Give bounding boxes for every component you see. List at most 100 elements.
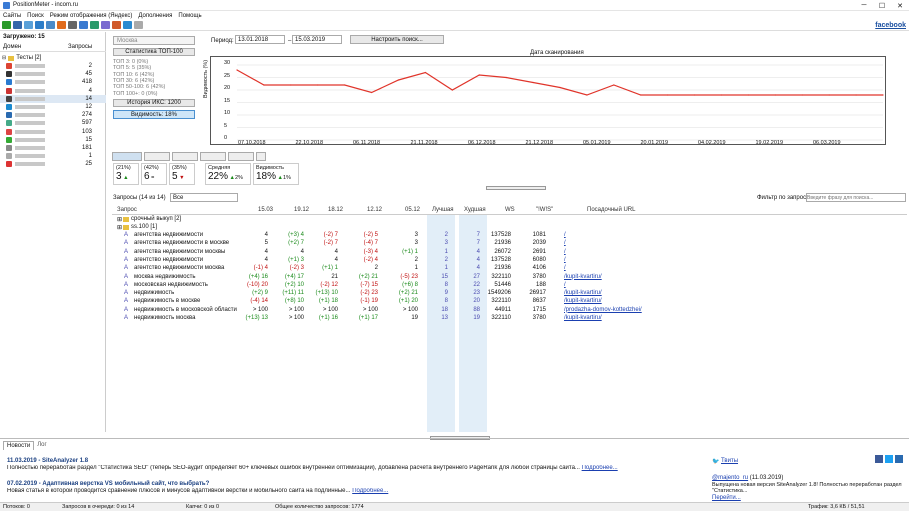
facebook-link[interactable]: facebook (875, 22, 906, 29)
pause-icon[interactable] (68, 21, 77, 29)
landing-url-link[interactable]: / (564, 240, 566, 247)
refresh-icon[interactable] (46, 21, 55, 29)
group-row[interactable]: ⊞ ss.100 [1] (112, 224, 907, 232)
menu-sites[interactable]: Сайты (3, 12, 22, 19)
landing-url-link[interactable]: / (564, 232, 566, 238)
tab-log[interactable]: Лог (37, 442, 47, 448)
domain-row[interactable]: 25 (0, 160, 106, 168)
search-engine-select[interactable]: Москва (113, 36, 195, 45)
tweets-link[interactable]: Твиты (721, 458, 739, 464)
setup-search-button[interactable]: Настроить поиск... (350, 35, 444, 44)
chart-scrollbar[interactable] (486, 186, 546, 190)
menu-view-mode[interactable]: Режим отображения (Яндекс) (49, 12, 133, 19)
facebook-icon[interactable] (875, 455, 883, 463)
tweet-more-link[interactable]: Перейти... (712, 495, 741, 501)
domain-row[interactable]: 1 (0, 152, 106, 160)
tweet-user[interactable]: @majento_ru (712, 475, 749, 481)
grid-header[interactable]: 19.12 (294, 207, 310, 213)
landing-url-link[interactable]: / (564, 281, 566, 288)
scan-icon[interactable] (35, 21, 44, 29)
group-row[interactable]: ⊞ срочный выкуп [2] (112, 216, 907, 224)
menu-addons[interactable]: Дополнения (138, 12, 173, 19)
maximize-icon[interactable]: ☐ (878, 2, 886, 10)
grid-header[interactable]: Худшая (464, 207, 486, 213)
col-queries[interactable]: Запросы (68, 44, 93, 50)
domain-row[interactable]: 103 (0, 128, 106, 136)
filter-input[interactable] (806, 193, 906, 202)
menu-search[interactable]: Поиск (27, 12, 44, 19)
add-icon[interactable] (2, 21, 11, 29)
stats-top100-button[interactable]: Статистика ТОП-100 (113, 48, 195, 56)
domain-row[interactable]: 4 (0, 87, 106, 95)
landing-url-link[interactable]: /prodazha-domov-kottedzhei/ (564, 306, 642, 313)
landing-url-link[interactable]: / (564, 256, 566, 263)
grid-header[interactable]: 15.03 (258, 207, 274, 213)
tab-news[interactable]: Новости (3, 441, 35, 450)
report-icon[interactable] (112, 21, 121, 29)
tab-5[interactable] (228, 152, 254, 161)
grid-header[interactable]: Запрос (117, 207, 137, 213)
news-more-link-2[interactable]: Подробнее... (352, 488, 389, 494)
tree-folder-tests[interactable]: ⊟ Тесты [2] (0, 54, 106, 62)
menu-help[interactable]: Помощь (178, 12, 202, 19)
edit-icon[interactable] (24, 21, 33, 29)
landing-url-link[interactable]: / (564, 248, 566, 255)
excel-icon[interactable] (90, 21, 99, 29)
tab-2[interactable] (144, 152, 170, 161)
expand-icon[interactable]: ⊞ (117, 217, 123, 223)
domain-row[interactable]: 597 (0, 119, 106, 127)
export-icon[interactable] (79, 21, 88, 29)
domain-row[interactable]: 15 (0, 136, 106, 144)
grid-header[interactable]: WS (505, 207, 515, 213)
close-icon[interactable]: ✕ (897, 2, 903, 10)
landing-url-link[interactable]: /kupit-kvartiru/ (564, 315, 602, 321)
grid-header[interactable]: 18.12 (328, 207, 344, 213)
tab-3[interactable] (172, 152, 198, 161)
expand-icon[interactable]: ⊟ (2, 55, 7, 61)
grid-header[interactable]: 12.12 (367, 207, 383, 213)
info-icon[interactable] (134, 21, 143, 29)
domain-row[interactable]: 274 (0, 111, 106, 119)
domain-row[interactable]: 14 (0, 94, 106, 103)
tab-4[interactable] (200, 152, 226, 161)
news-more-link-1[interactable]: Подробнее... (581, 465, 618, 471)
minimize-icon[interactable]: ─ (861, 2, 867, 9)
landing-url-link[interactable]: /kupit-kvartiru/ (564, 273, 602, 280)
landing-url-link[interactable]: /kupit-kvartiru/ (564, 290, 602, 297)
domain-row[interactable]: 45 (0, 70, 106, 78)
grid-header[interactable]: Посадочный URL (587, 207, 636, 213)
domain-row[interactable]: 12 (0, 103, 106, 111)
domain-row[interactable]: 181 (0, 144, 106, 152)
tab-more[interactable] (256, 152, 266, 161)
date-from-picker[interactable]: 13.01.2018 (235, 35, 285, 44)
vk-icon[interactable] (895, 455, 903, 463)
col-domain[interactable]: Домен (3, 44, 22, 50)
chart-icon[interactable] (123, 21, 132, 29)
news-title-2[interactable]: 07.02.2019 - Адаптивная верстка VS мобил… (7, 481, 210, 487)
domain-row[interactable]: 2 (0, 62, 106, 70)
grid-header[interactable]: "!W!S" (536, 207, 554, 213)
news-title-1[interactable]: 11.03.2019 - SiteAnalyzer 1.8 (7, 458, 89, 464)
grid-header[interactable]: Лучшая (432, 207, 454, 213)
tools-icon[interactable] (13, 21, 22, 29)
visibility-button[interactable]: Видимость: 18% (113, 110, 195, 119)
settings-icon[interactable] (101, 21, 110, 29)
tab-1[interactable] (112, 152, 142, 161)
date-to-picker[interactable]: 15.03.2019 (292, 35, 342, 44)
landing-url-link[interactable]: / (564, 265, 566, 272)
twitter-share-icon[interactable] (885, 455, 893, 463)
queries-filter-select[interactable]: Все (170, 193, 238, 202)
expand-icon[interactable]: ⊞ (117, 225, 123, 231)
domain-row[interactable]: 418 (0, 78, 106, 86)
